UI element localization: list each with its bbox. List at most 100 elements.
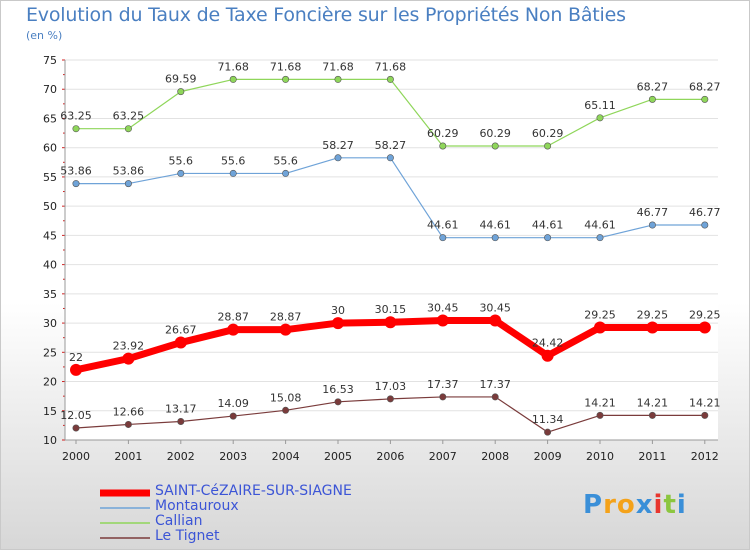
legend-label: SAINT-CéZAIRE-SUR-SIAGNE	[155, 483, 352, 499]
data-label: 26.67	[165, 324, 197, 337]
data-label: 63.25	[60, 110, 92, 123]
data-point	[384, 316, 397, 329]
data-point	[491, 234, 499, 242]
data-label: 28.87	[217, 311, 249, 324]
data-point	[596, 114, 604, 122]
y-tick-label: 55	[43, 171, 57, 184]
legend-label: Montauroux	[155, 498, 239, 514]
data-label: 12.05	[60, 409, 92, 422]
data-labels: 12.05 12.66 13.17 14.09 15.08 16.53 17.03 17.37…	[60, 60, 720, 426]
data-label: 14.21	[584, 396, 616, 409]
proxiti-logo: Proxiti	[583, 490, 687, 520]
data-point	[646, 321, 659, 334]
data-point	[334, 154, 342, 162]
data-label: 60.29	[479, 127, 511, 140]
y-tick-label: 40	[43, 259, 57, 272]
data-point	[227, 323, 240, 336]
data-label: 44.61	[479, 219, 511, 232]
y-tick-label: 15	[43, 405, 57, 418]
data-point	[229, 412, 237, 420]
x-tick-label: 2009	[534, 450, 562, 463]
data-label: 17.03	[375, 380, 407, 393]
logo-letter: i	[676, 490, 687, 520]
data-point	[279, 323, 292, 336]
plot-area	[65, 60, 718, 440]
data-label: 68.27	[637, 80, 669, 93]
x-tick-label: 2010	[586, 450, 614, 463]
data-label: 58.27	[322, 139, 354, 152]
data-point	[282, 406, 290, 414]
y-tick-label: 20	[43, 376, 57, 389]
data-label: 60.29	[427, 127, 459, 140]
data-point	[439, 393, 447, 401]
data-point	[72, 424, 80, 432]
legend-swatches	[100, 489, 150, 539]
data-point	[701, 221, 709, 229]
x-tick-label: 2001	[114, 450, 142, 463]
data-point	[701, 411, 709, 419]
data-label: 60.29	[532, 127, 564, 140]
data-label: 17.37	[479, 378, 511, 391]
data-point	[386, 154, 394, 162]
data-point	[544, 428, 552, 436]
data-point	[334, 398, 342, 406]
chart-title: Evolution du Taux de Taxe Foncière sur l…	[26, 4, 626, 26]
y-tick-label: 75	[43, 54, 57, 67]
data-label: 69.59	[165, 73, 197, 86]
data-point	[698, 321, 711, 334]
data-point	[439, 142, 447, 150]
x-tick-label: 2000	[62, 450, 90, 463]
data-point	[436, 314, 449, 327]
data-point	[72, 125, 80, 133]
data-label: 14.09	[217, 397, 249, 410]
y-tick-label: 50	[43, 200, 57, 213]
data-point	[386, 75, 394, 83]
x-tick-label: 2007	[429, 450, 457, 463]
data-point	[229, 75, 237, 83]
data-label: 71.68	[270, 60, 302, 73]
y-tick-label: 35	[43, 288, 57, 301]
data-point	[124, 180, 132, 188]
data-point	[596, 411, 604, 419]
data-label: 53.86	[60, 165, 92, 178]
y-tick-label: 65	[43, 112, 57, 125]
data-point	[177, 169, 185, 177]
data-point	[124, 125, 132, 133]
data-label: 30.15	[375, 303, 407, 316]
y-tick-label: 70	[43, 83, 57, 96]
axes: 10 15 20 25 30 35 40 45 50 55 60 65 70 75 2000 2001 2002…	[43, 54, 719, 463]
data-point	[177, 88, 185, 96]
x-tick-label: 2005	[324, 450, 352, 463]
chart-unit-label: (en %)	[26, 29, 63, 42]
y-tick-label: 30	[43, 317, 57, 330]
x-tick-label: 2002	[167, 450, 195, 463]
data-point	[174, 336, 187, 349]
data-label: 55.6	[169, 154, 194, 167]
data-label: 58.27	[375, 139, 407, 152]
data-point	[701, 95, 709, 103]
data-label: 55.6	[221, 154, 246, 167]
data-label: 71.68	[322, 60, 354, 73]
x-tick-label: 2011	[638, 450, 666, 463]
data-point	[177, 417, 185, 425]
data-label: 46.77	[637, 206, 669, 219]
logo-letter: r	[603, 490, 617, 520]
data-point	[282, 169, 290, 177]
x-tick-label: 2008	[481, 450, 509, 463]
logo-letter: t	[663, 490, 677, 520]
data-point	[332, 317, 344, 330]
data-point	[282, 75, 290, 83]
data-label: 11.34	[532, 413, 564, 426]
data-label: 29.25	[689, 308, 721, 321]
data-label: 24.42	[532, 337, 564, 350]
data-label: 44.61	[584, 219, 616, 232]
data-point	[229, 169, 237, 177]
data-label: 16.53	[322, 383, 354, 396]
data-label: 71.68	[217, 60, 249, 73]
logo-letter: o	[616, 490, 636, 520]
x-tick-label: 2003	[219, 450, 247, 463]
data-label: 15.08	[270, 391, 302, 404]
x-tick-label: 2006	[376, 450, 404, 463]
data-point	[594, 321, 606, 334]
legend-label: Callian	[155, 513, 203, 529]
